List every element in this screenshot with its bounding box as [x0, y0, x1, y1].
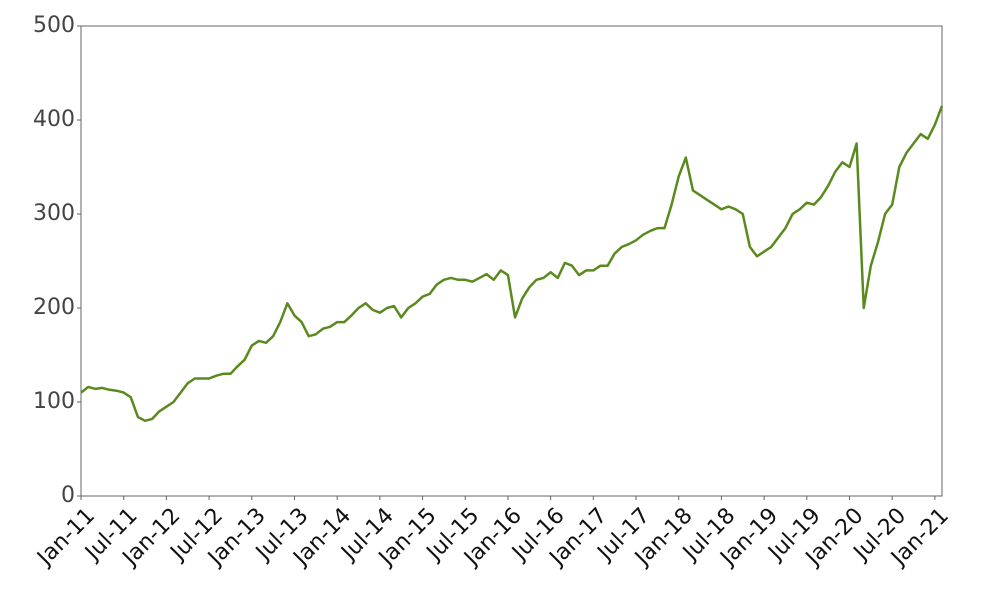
y-tick-label: 100 [33, 389, 75, 414]
y-tick-label: 400 [33, 107, 75, 132]
data-line [80, 105, 944, 423]
y-tick-label: 500 [33, 13, 75, 38]
y-tick-label: 200 [33, 295, 75, 320]
y-tick-label: 0 [61, 483, 75, 508]
y-tick-label: 300 [33, 201, 75, 226]
plot-frame [80, 25, 943, 497]
